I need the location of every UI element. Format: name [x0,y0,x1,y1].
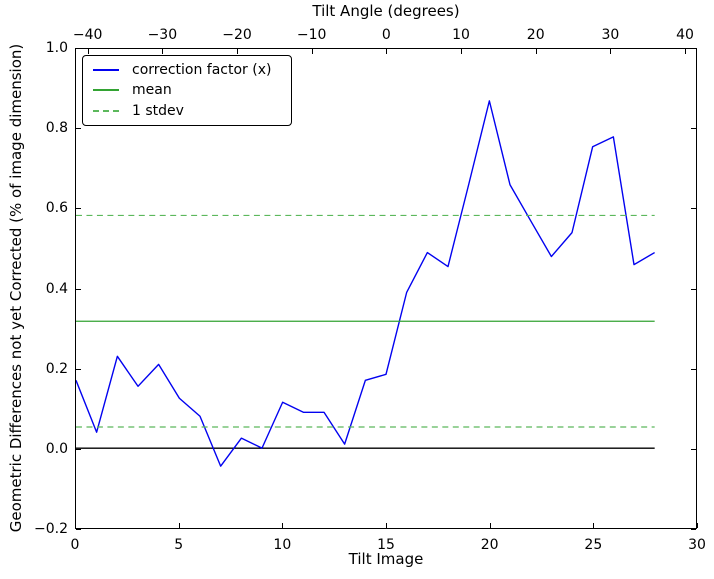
legend-item-correction-factor: correction factor (x) [83,60,291,80]
y-right-tick-mark [691,208,696,210]
top-tick-label: 0 [381,27,391,43]
y-tick-label: 1.0 [45,40,68,56]
y-right-tick-mark [691,529,696,530]
y-right-tick-mark [691,128,696,130]
top-tick-label: 40 [676,27,694,43]
top-tick-label: −20 [222,27,252,43]
x-tick-label: 5 [174,537,184,553]
x-axis-label: Tilt Image [348,550,424,568]
y-right-tick-mark [691,48,696,49]
x-tick-mark [75,523,76,528]
top-axis-title: Tilt Angle (degrees) [312,2,460,20]
x-tick-label: 15 [377,537,395,553]
legend: correction factor (x) mean 1 stdev [82,55,292,126]
blue-line-sample-icon [93,69,119,72]
y-tick-mark [76,529,81,530]
top-tick-mark [87,49,89,54]
top-tick-label: −40 [72,27,103,43]
y-tick-mark [76,368,81,370]
x-tick-mark [593,523,595,528]
top-tick-mark [237,49,239,54]
legend-label: 1 stdev [132,102,184,119]
x-tick-label: 10 [273,537,292,553]
y-tick-label: 0.2 [45,360,68,377]
y-tick-label: −0.2 [34,521,68,537]
x-tick-mark [282,523,284,528]
x-tick-label: 25 [584,537,603,553]
top-tick-mark [535,49,537,54]
y-right-tick-mark [691,288,696,290]
x-tick-label: 20 [480,537,499,553]
green-dashed-sample-icon [93,109,119,112]
x-tick-mark [178,523,180,528]
y-tick-mark [76,288,81,290]
y-tick-mark [76,208,81,210]
legend-item-stdev: 1 stdev [83,101,291,121]
correction-factor-line [76,100,655,467]
y-tick-mark [76,128,81,130]
top-tick-mark [386,49,388,54]
y-tick-label: 0.6 [45,200,68,217]
top-tick-label: 10 [452,27,470,43]
top-tick-mark [311,49,313,54]
y-tick-mark [76,448,81,450]
top-tick-label: −10 [296,27,327,43]
y-tick-label: 0.0 [45,440,68,457]
legend-label: correction factor (x) [132,62,272,79]
top-tick-label: 20 [526,27,545,43]
y-tick-label: 0.8 [45,120,68,137]
y-right-tick-mark [691,368,696,370]
top-tick-mark [685,49,687,54]
top-tick-mark [162,49,164,54]
x-tick-mark [386,523,387,528]
plot-canvas [76,100,655,467]
y-tick-label: 0.4 [45,280,68,297]
plot-area [75,48,698,530]
x-tick-mark [697,523,698,528]
top-tick-label: −30 [147,27,178,43]
y-tick-mark [76,48,81,49]
x-tick-mark [489,523,491,528]
x-tick-label: 30 [688,537,706,553]
green-line-sample-icon [93,89,119,92]
top-tick-mark [610,49,612,54]
y-right-tick-mark [691,448,696,450]
top-tick-mark [461,49,463,54]
legend-item-mean: mean [83,80,291,100]
legend-label: mean [132,82,172,99]
top-tick-label: 30 [601,27,620,43]
x-tick-label: 0 [70,537,80,553]
